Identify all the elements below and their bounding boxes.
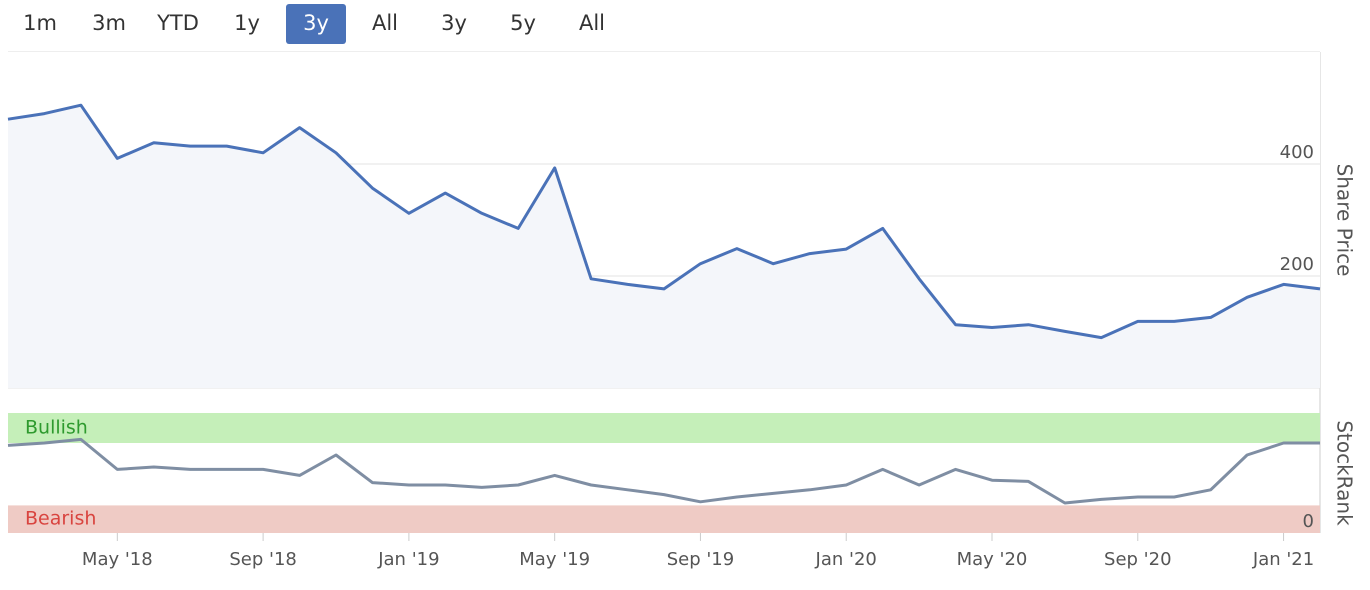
x-tick-label: Jan '19	[377, 549, 439, 570]
band	[8, 505, 1320, 533]
y-tick-label: 0	[1303, 511, 1314, 532]
y-axis-title: Share Price	[1333, 164, 1357, 277]
line	[7, 103, 1321, 340]
band	[8, 413, 1320, 443]
x-tick-label: Jan '20	[815, 549, 877, 570]
range-button[interactable]: YTD	[157, 11, 199, 35]
range-buttons: 1m 3m YTD 1y 3y All 3y 5y All	[10, 4, 631, 44]
range-button[interactable]: 1y	[234, 11, 260, 35]
x-tick-label: Sep '18	[229, 549, 297, 570]
range-button[interactable]: 1m	[23, 11, 57, 35]
range-button[interactable]: 5y	[510, 11, 536, 35]
x-tick-label: May '19	[519, 549, 590, 570]
line	[7, 437, 1320, 505]
y-tick-label: 200	[1280, 254, 1314, 275]
x-tick-label: Jan '21	[1252, 549, 1314, 570]
band-label: Bearish	[25, 508, 96, 530]
range-button[interactable]: All	[578, 11, 606, 35]
y-axis-title: StockRank	[1333, 420, 1357, 526]
range-button[interactable]: 3y	[441, 11, 467, 35]
range-button[interactable]: All	[371, 11, 399, 35]
range-button[interactable]: 3m	[92, 11, 126, 35]
area	[8, 105, 1320, 388]
range-button[interactable]: 3y	[286, 4, 346, 44]
x-tick-label: May '20	[957, 549, 1028, 570]
x-tick-label: Sep '19	[667, 549, 735, 570]
x-tick-label: May '18	[82, 549, 153, 570]
y-tick-label: 400	[1280, 142, 1314, 163]
x-tick-label: Sep '20	[1104, 549, 1172, 570]
band-label: Bullish	[25, 417, 88, 439]
